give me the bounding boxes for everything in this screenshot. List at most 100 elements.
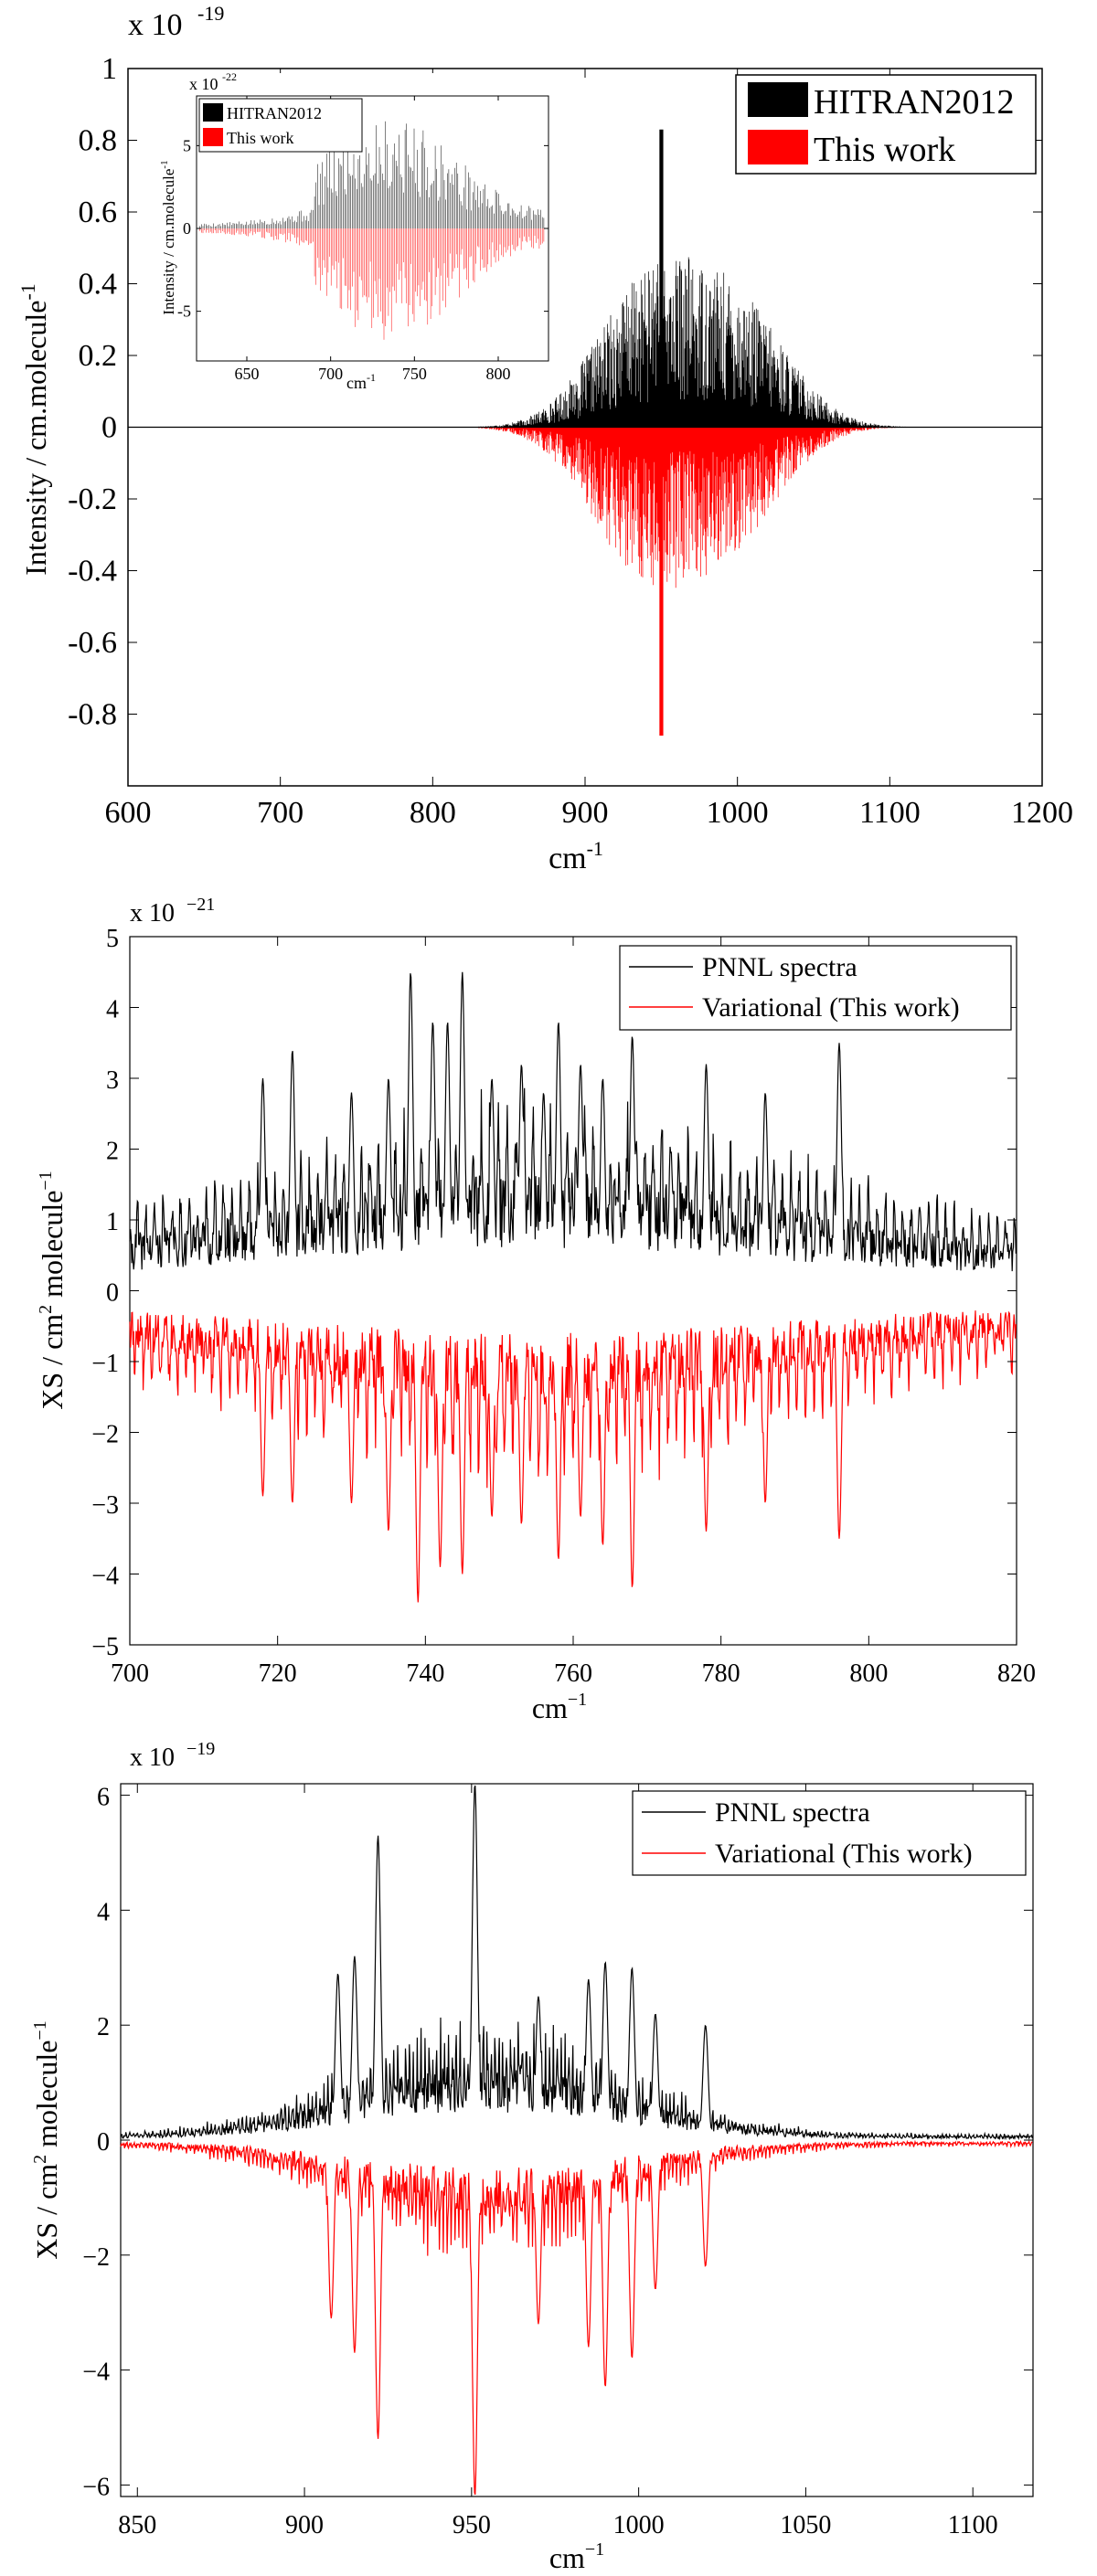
p2-y-exponent-power: −21 bbox=[186, 895, 215, 915]
inset-y-axis-label: Intensity / cm.molecule-1 bbox=[159, 160, 177, 314]
p3-xtick-label: 850 bbox=[118, 2511, 156, 2539]
p2-xtick-label: 820 bbox=[997, 1659, 1036, 1688]
p3-legend-label-variational: Variational (This work) bbox=[715, 1839, 973, 1869]
p3-y-axis-label: XS / cm2 molecule−1 bbox=[30, 2020, 63, 2259]
inset-legend-swatch-thiswork bbox=[203, 128, 223, 146]
p3-ytick-label: −2 bbox=[82, 2243, 110, 2272]
p2-xtick-label: 760 bbox=[554, 1659, 592, 1688]
p1-legend-label-thiswork: This work bbox=[814, 131, 955, 169]
inset-ticks-group: 650 700 750 800 5 0 -5 bbox=[177, 96, 548, 383]
p1-legend-label-hitran: HITRAN2012 bbox=[814, 83, 1015, 122]
p1-legend-swatch-thiswork bbox=[748, 130, 808, 164]
p2-xtick-label: 740 bbox=[406, 1659, 444, 1688]
p3-x-axis-label: cm−1 bbox=[549, 2539, 604, 2574]
p1-ticks-group: 600 700 800 900 1000 1100 1200 1 0.8 0.6 0.4 0.2 0 -0… bbox=[68, 52, 1073, 830]
p2-ytick-label: 1 bbox=[106, 1208, 119, 1236]
p1-ytick-label: -0.8 bbox=[68, 698, 117, 732]
p1-series-group bbox=[128, 129, 1042, 736]
p2-ytick-label: −1 bbox=[91, 1350, 119, 1378]
inset-xtick-label: 650 bbox=[235, 365, 260, 383]
p3-ticks-group: 850 900 950 1000 1050 1100 6 4 2 0 −2 −4 −6 bbox=[82, 1784, 1033, 2539]
p1-ytick-label: 0.4 bbox=[79, 268, 118, 302]
p1-ytick-label: -0.4 bbox=[68, 555, 117, 588]
inset-series-this-work bbox=[199, 228, 545, 340]
inset-series-group bbox=[199, 121, 545, 340]
p1-ytick-label: -0.2 bbox=[68, 482, 117, 516]
inset-xtick-label: 700 bbox=[318, 365, 343, 383]
inset-x-axis-label: cm-1 bbox=[346, 371, 376, 392]
p2-ytick-label: 3 bbox=[106, 1066, 119, 1095]
p3-ytick-label: −4 bbox=[82, 2359, 110, 2387]
p3-legend-label-pnnl: PNNL spectra bbox=[715, 1797, 870, 1828]
p1-ytick-label: 0.6 bbox=[79, 196, 118, 229]
p2-x-axis-label: cm−1 bbox=[532, 1690, 587, 1724]
panel-3: x 10 −19 850 900 950 1000 1050 1100 6 4 2 0 −2 −4 −6… bbox=[30, 1739, 1034, 2574]
p2-legend: PNNL spectra Variational (This work) bbox=[619, 945, 1012, 1031]
inset-xtick-label: 750 bbox=[402, 365, 427, 383]
p2-axes bbox=[129, 936, 1017, 1646]
p1-ytick-label: -0.6 bbox=[68, 626, 117, 660]
p2-ytick-label: −2 bbox=[91, 1421, 119, 1449]
p1-ytick-label: 0.2 bbox=[79, 339, 118, 373]
p2-ytick-label: −4 bbox=[91, 1563, 119, 1591]
p1-y-exponent: x 10 bbox=[128, 8, 183, 42]
p3-xtick-label: 1050 bbox=[780, 2511, 831, 2539]
p2-ytick-label: −5 bbox=[91, 1633, 119, 1661]
inset-ytick-label: 5 bbox=[183, 136, 191, 154]
p2-xtick-label: 700 bbox=[111, 1659, 149, 1688]
p3-ytick-label: 2 bbox=[97, 2013, 110, 2041]
p2-legend-label-pnnl: PNNL spectra bbox=[702, 952, 857, 982]
inset-legend-label-thiswork: This work bbox=[227, 129, 294, 147]
p3-ytick-label: 0 bbox=[97, 2128, 110, 2157]
p2-series-variational bbox=[129, 1310, 1017, 1603]
inset-series-hitran2012 bbox=[199, 121, 545, 228]
inset-y-exponent: x 10 bbox=[189, 75, 218, 93]
p3-series-variational bbox=[120, 2139, 1033, 2496]
p3-axes bbox=[120, 1783, 1034, 2497]
p2-legend-label-variational: Variational (This work) bbox=[702, 992, 960, 1023]
p3-y-exponent-power: −19 bbox=[186, 1739, 215, 1759]
p1-xtick-label: 1000 bbox=[707, 796, 769, 830]
p2-ytick-label: 5 bbox=[106, 925, 119, 953]
p1-ytick-label: 0.8 bbox=[79, 124, 118, 158]
p1-ytick-label: 0 bbox=[101, 411, 117, 445]
p2-series-pnnl bbox=[129, 971, 1017, 1272]
p1-xtick-label: 800 bbox=[410, 796, 456, 830]
inset-legend-swatch-hitran bbox=[203, 103, 223, 122]
p1-xtick-label: 900 bbox=[562, 796, 609, 830]
p3-series-pnnl bbox=[120, 1785, 1033, 2141]
p1-inset: x 10 -22 650 700 750 800 5 0 -5 Intensity / cm… bbox=[159, 70, 555, 392]
p1-xtick-label: 600 bbox=[105, 796, 152, 830]
p2-ytick-label: 4 bbox=[106, 996, 119, 1024]
p1-legend-swatch-hitran bbox=[748, 82, 808, 117]
p1-xtick-label: 1100 bbox=[859, 796, 921, 830]
p3-legend: PNNL spectra Variational (This work) bbox=[632, 1790, 1027, 1876]
p3-xtick-label: 1000 bbox=[613, 2511, 665, 2539]
p1-y-exponent-power: -19 bbox=[197, 2, 224, 25]
p3-series-group bbox=[120, 1785, 1033, 2496]
p3-ytick-label: −6 bbox=[82, 2473, 110, 2501]
p2-series-group bbox=[129, 971, 1017, 1603]
p3-xtick-label: 900 bbox=[285, 2511, 324, 2539]
p2-xtick-label: 780 bbox=[702, 1659, 740, 1688]
p1-legend: HITRAN2012 This work bbox=[735, 74, 1037, 175]
inset-xtick-label: 800 bbox=[486, 365, 511, 383]
p2-xtick-label: 720 bbox=[259, 1659, 297, 1688]
inset-legend-label-hitran: HITRAN2012 bbox=[227, 104, 322, 122]
p2-y-axis-label: XS / cm2 molecule−1 bbox=[36, 1171, 69, 1409]
p2-xtick-label: 800 bbox=[849, 1659, 888, 1688]
p1-series-this-work bbox=[477, 427, 932, 736]
p1-ytick-label: 1 bbox=[101, 52, 117, 86]
inset-y-exponent-power: -22 bbox=[222, 70, 237, 83]
panel-2: x 10 −21 700 720 740 760 780 800 820 5 4 3 2 1 0 −1 −2… bbox=[36, 895, 1036, 1724]
p1-xtick-label: 700 bbox=[257, 796, 304, 830]
p3-ytick-label: 4 bbox=[97, 1898, 110, 1926]
p1-y-axis-label: Intensity / cm.molecule-1 bbox=[16, 283, 52, 576]
p1-x-axis-label: cm-1 bbox=[548, 837, 603, 875]
p2-ticks-group: 700 720 740 760 780 800 820 5 4 3 2 1 0 −1 −2 −3 −4 −5 bbox=[91, 925, 1036, 1688]
p1-xtick-label: 1200 bbox=[1011, 796, 1073, 830]
p2-ytick-label: 2 bbox=[106, 1138, 119, 1166]
p3-xtick-label: 1100 bbox=[948, 2511, 998, 2539]
p3-xtick-label: 950 bbox=[453, 2511, 491, 2539]
